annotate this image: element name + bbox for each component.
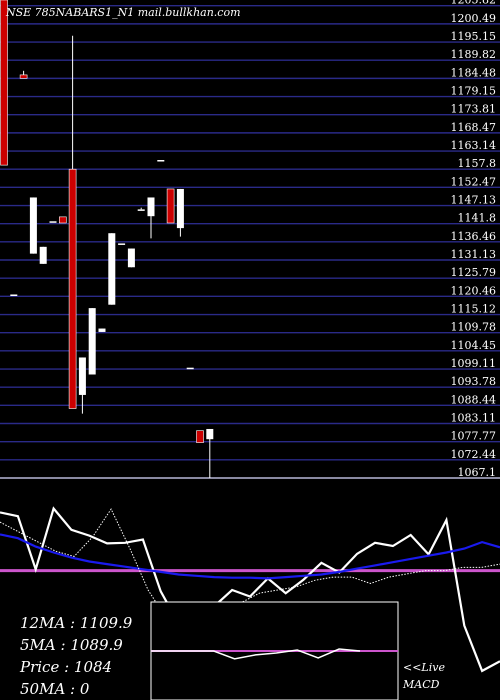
y-tick-label: 1168.47: [451, 121, 497, 134]
candle-body: [0, 0, 8, 166]
candle-body: [29, 197, 37, 254]
indicator-panel: [0, 506, 500, 673]
y-tick-label: 1120.46: [451, 284, 497, 297]
y-tick-label: 1125.79: [451, 266, 497, 279]
y-tick-label: 1152.47: [451, 175, 497, 188]
y-tick-label: 1131.13: [451, 248, 497, 261]
macd-label: MACD: [402, 678, 440, 691]
y-tick-label: 1088.44: [451, 393, 497, 406]
y-tick-label: 1200.49: [451, 12, 497, 25]
candle-body: [137, 209, 145, 211]
y-tick-label: 1067.1: [458, 466, 497, 479]
indicator-line: [0, 508, 500, 620]
candle-body: [206, 428, 214, 440]
candle-body: [127, 248, 135, 268]
candlestick-series: [0, 0, 214, 478]
y-tick-label: 1163.14: [451, 139, 497, 152]
live-label: <<Live: [403, 661, 445, 674]
stat-5ma: 5MA : 1089.9: [20, 636, 123, 654]
chart-title: NSE 785NABARS1_N1 mail.bullkhan.com: [5, 6, 241, 19]
y-tick-label: 1189.82: [451, 48, 497, 61]
y-tick-label: 1184.48: [451, 66, 497, 79]
stat-50ma: 50MA : 0: [20, 680, 90, 698]
y-tick-label: 1083.11: [451, 411, 497, 424]
candle-body: [49, 221, 57, 223]
candle-body: [157, 160, 165, 162]
indicator-line: [0, 533, 500, 580]
y-tick-label: 1179.15: [451, 85, 497, 98]
y-tick-label: 1173.81: [451, 103, 497, 116]
y-tick-label: 1099.11: [451, 357, 497, 370]
candle-body: [196, 430, 204, 443]
macd-line: [151, 648, 361, 660]
y-tick-label: 1195.15: [451, 30, 497, 43]
y-tick-label: 1157.8: [458, 157, 497, 170]
candle-body: [118, 243, 126, 245]
price-axis-ticks: 1205.82 1200.49 1195.15 1189.82 1184.48 1179.…: [451, 0, 497, 479]
candle-body: [58, 216, 67, 224]
y-tick-label: 1109.78: [451, 321, 497, 334]
candle-body: [186, 367, 194, 370]
candle-body: [88, 308, 96, 375]
candle-body: [108, 233, 116, 305]
y-tick-label: 1072.44: [451, 448, 497, 461]
candle-body: [166, 188, 175, 224]
y-tick-label: 1077.77: [451, 430, 497, 443]
y-tick-label: 1104.45: [451, 339, 497, 352]
y-tick-label: 1093.78: [451, 375, 497, 388]
y-tick-label: 1141.8: [458, 212, 497, 225]
y-tick-label: 1147.13: [451, 194, 497, 207]
candle-body: [39, 246, 47, 264]
candle-body: [98, 328, 106, 332]
stat-price: Price : 1084: [19, 658, 112, 676]
y-tick-label: 1136.46: [451, 230, 497, 243]
candle-body: [19, 74, 28, 79]
candle-body: [68, 168, 77, 409]
candle-body: [176, 188, 184, 229]
candle-body: [147, 197, 155, 217]
candle-body: [78, 357, 86, 395]
macd-lines: [151, 648, 398, 660]
y-tick-label: 1205.82: [451, 0, 497, 7]
price-grid: [0, 5, 500, 479]
candle-body: [10, 294, 18, 296]
y-tick-label: 1115.12: [451, 303, 497, 316]
stat-12ma: 12MA : 1109.9: [20, 614, 133, 632]
indicator-line: [0, 506, 500, 673]
